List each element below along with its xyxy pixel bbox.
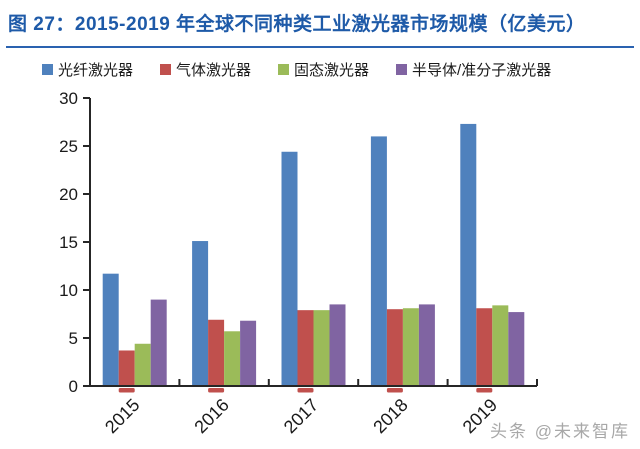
x-category-label: 2016 — [190, 395, 232, 437]
y-tick-label: 10 — [59, 281, 78, 300]
bar-半导体/准分子激光器-2017 — [329, 304, 346, 386]
bar-气体激光器-2019 — [476, 308, 493, 386]
bar-半导体/准分子激光器-2019 — [508, 312, 525, 386]
bar-shadow-2015 — [118, 388, 135, 393]
y-tick-label: 15 — [59, 233, 78, 252]
bar-光纤激光器-2018 — [370, 136, 387, 386]
title-underline — [6, 46, 634, 48]
bar-光纤激光器-2017 — [281, 151, 298, 386]
legend-label: 气体激光器 — [176, 62, 252, 79]
bar-固态激光器-2015 — [134, 343, 151, 386]
bar-气体激光器-2015 — [118, 350, 135, 386]
bar-shadow-2018 — [386, 388, 403, 393]
y-tick-label: 0 — [69, 377, 78, 396]
bar-半导体/准分子激光器-2018 — [418, 304, 435, 386]
bar-shadow-2016 — [208, 388, 225, 393]
legend-item-1: 气体激光器 — [160, 59, 251, 80]
chart-legend: 光纤激光器 气体激光器 固态激光器 半导体/准分子激光器 — [42, 59, 551, 80]
x-category-label: 2018 — [369, 395, 411, 437]
legend-swatch-icon — [278, 64, 290, 75]
bar-固态激光器-2016 — [224, 331, 241, 386]
y-tick-label: 5 — [69, 329, 78, 348]
y-tick-label: 25 — [59, 137, 78, 156]
legend-swatch-icon — [42, 64, 53, 75]
legend-swatch-icon — [396, 64, 408, 75]
legend-swatch-icon — [160, 64, 172, 75]
figure-title: 图 27：2015-2019 年全球不同种类工业激光器市场规模（亿美元） — [8, 14, 586, 35]
y-tick-label: 20 — [59, 185, 78, 204]
bar-shadow-2017 — [297, 388, 314, 393]
bar-半导体/准分子激光器-2016 — [240, 320, 257, 386]
bar-半导体/准分子激光器-2015 — [150, 299, 167, 386]
bar-光纤激光器-2015 — [102, 273, 119, 386]
legend-item-2: 固态激光器 — [278, 59, 369, 80]
x-category-label: 2017 — [280, 395, 322, 437]
legend-label: 固态激光器 — [294, 62, 370, 79]
bar-固态激光器-2017 — [313, 310, 330, 386]
legend-label: 半导体/准分子激光器 — [412, 62, 552, 79]
bar-shadow-2019 — [476, 388, 493, 393]
bar-光纤激光器-2019 — [460, 123, 477, 387]
legend-item-3: 半导体/准分子激光器 — [396, 59, 551, 80]
legend-label: 光纤激光器 — [58, 62, 134, 79]
bar-气体激光器-2016 — [208, 319, 225, 386]
bar-光纤激光器-2016 — [192, 241, 209, 386]
bar-气体激光器-2018 — [386, 309, 403, 386]
bar-气体激光器-2017 — [297, 310, 314, 386]
legend-item-0: 光纤激光器 — [42, 59, 133, 80]
y-tick-label: 30 — [59, 89, 78, 108]
x-category-label: 2015 — [101, 395, 143, 437]
bar-固态激光器-2018 — [402, 308, 419, 386]
watermark: 头条 @未来智库 — [490, 422, 630, 441]
bar-固态激光器-2019 — [492, 305, 509, 386]
